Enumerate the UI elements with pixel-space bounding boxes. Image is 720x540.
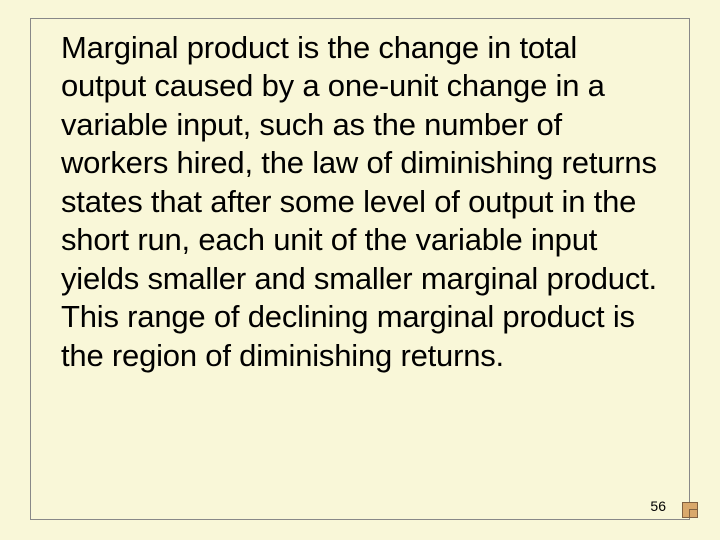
corner-decoration <box>682 502 698 518</box>
page-number: 56 <box>650 498 666 514</box>
slide-container: Marginal product is the change in total … <box>0 0 720 540</box>
corner-inner <box>689 509 697 517</box>
body-paragraph: Marginal product is the change in total … <box>61 29 665 375</box>
content-frame: Marginal product is the change in total … <box>30 18 690 520</box>
